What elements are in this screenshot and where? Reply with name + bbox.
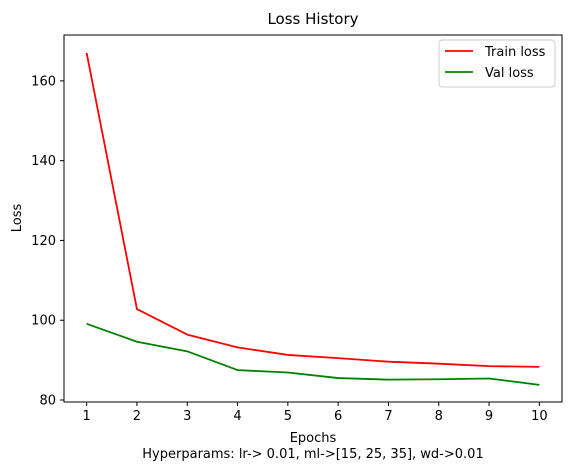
legend-label-val-loss: Val loss bbox=[485, 66, 534, 81]
series-line-train-loss bbox=[85, 52, 540, 368]
x-tick-label: 7 bbox=[384, 409, 392, 424]
x-axis-ticks: 1 2 3 4 5 6 7 8 9 10 bbox=[82, 402, 548, 424]
y-tick-label: 120 bbox=[31, 234, 56, 249]
y-tick-label: 160 bbox=[31, 74, 56, 89]
x-tick-label: 6 bbox=[334, 409, 342, 424]
y-tick-label: 80 bbox=[39, 394, 56, 409]
y-tick-label: 100 bbox=[31, 314, 56, 329]
x-tick-label: 3 bbox=[183, 409, 191, 424]
x-tick-label: 10 bbox=[531, 409, 548, 424]
y-axis-label: Loss bbox=[10, 204, 25, 233]
x-axis-hyperparams-note: Hyperparams: lr-> 0.01, ml->[15, 25, 35]… bbox=[142, 447, 483, 462]
y-tick-label: 140 bbox=[31, 154, 56, 169]
chart-title: Loss History bbox=[267, 10, 358, 28]
plot-frame bbox=[63, 34, 563, 403]
x-tick-label: 5 bbox=[284, 409, 292, 424]
x-tick-label: 4 bbox=[233, 409, 241, 424]
x-tick-label: 1 bbox=[82, 409, 90, 424]
x-axis-label: Epochs bbox=[290, 431, 337, 446]
series-layer bbox=[85, 52, 540, 386]
x-tick-label: 8 bbox=[435, 409, 443, 424]
legend-label-train-loss: Train loss bbox=[484, 45, 546, 60]
x-tick-label: 2 bbox=[133, 409, 141, 424]
x-tick-label: 9 bbox=[485, 409, 493, 424]
series-line-val-loss bbox=[86, 322, 540, 386]
legend: Train loss Val loss bbox=[438, 39, 556, 88]
plot-area: 1 2 3 4 5 6 7 8 9 10 80 100 120 140 160 bbox=[31, 34, 563, 424]
y-axis-ticks: 80 100 120 140 160 bbox=[31, 74, 64, 409]
